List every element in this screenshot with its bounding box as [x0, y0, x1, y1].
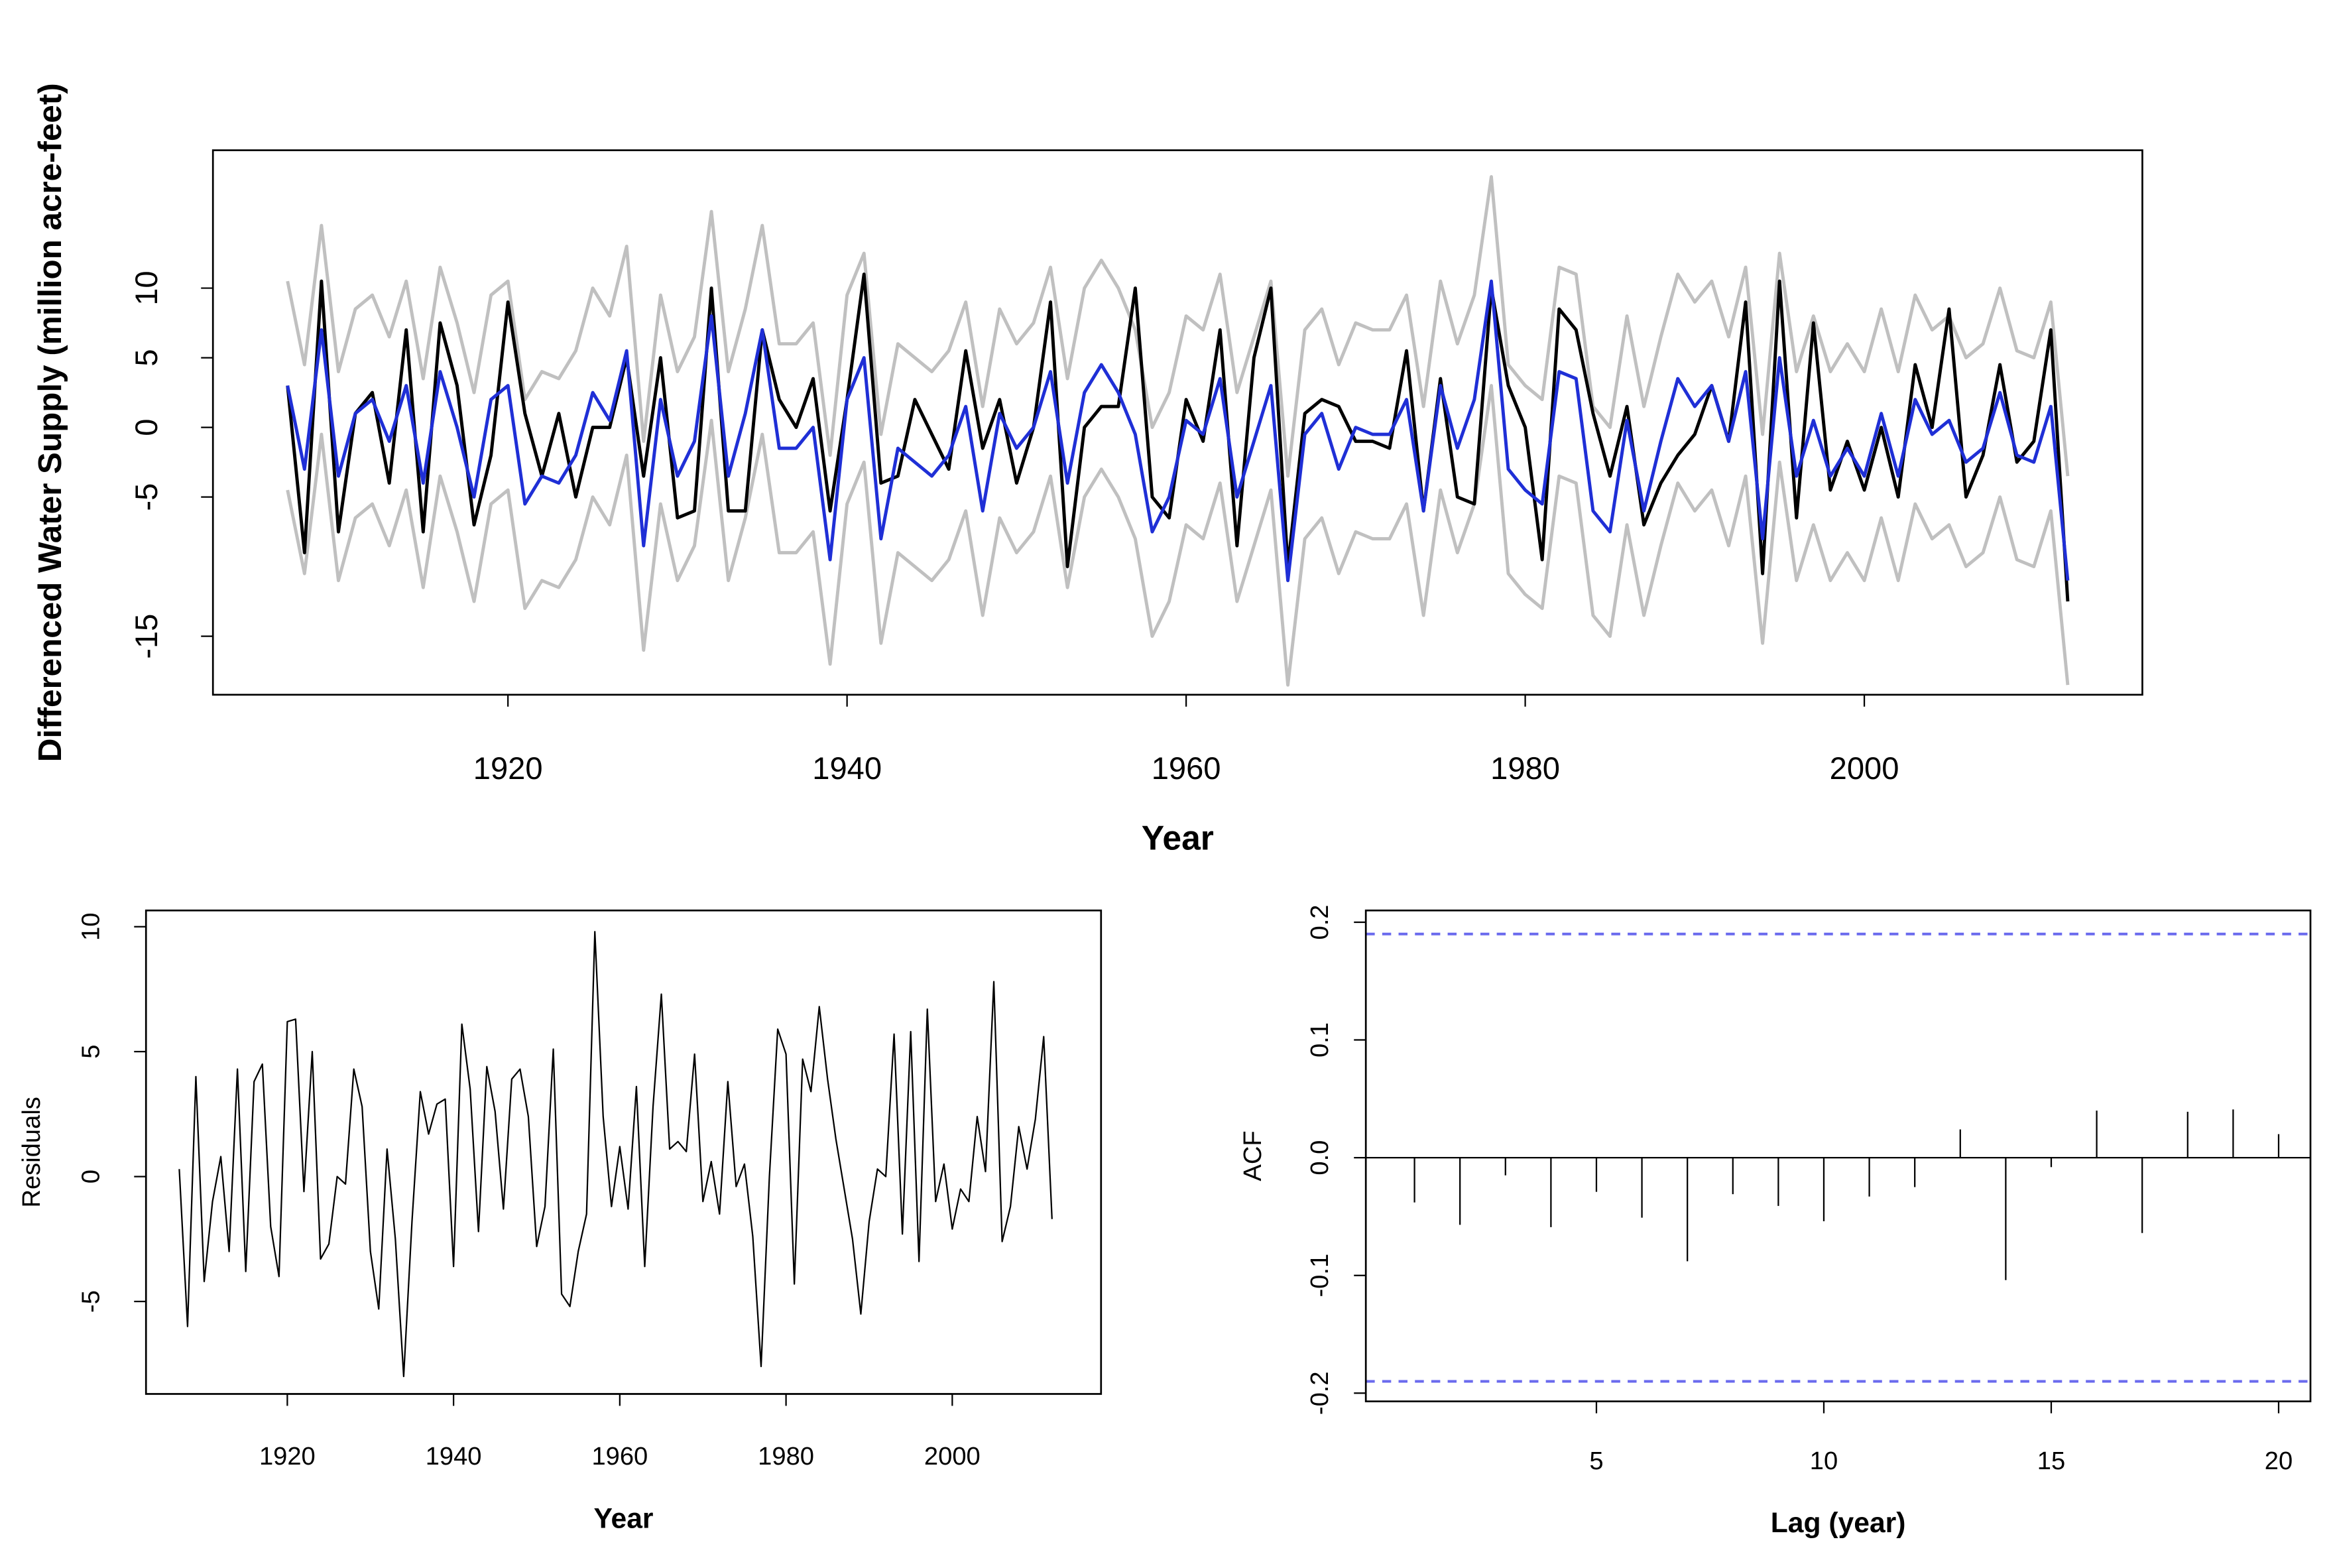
x-axis-title: Year [593, 1502, 653, 1534]
x-tick-label: 10 [1810, 1447, 1838, 1475]
series-line [286, 175, 2070, 478]
series-line [286, 279, 2070, 583]
x-tick-label: 1980 [1490, 751, 1560, 786]
y-axis-title: Residuals [17, 1097, 46, 1207]
y-axis-title: ACF [1238, 1130, 1267, 1181]
y-tick-label: -5 [77, 1290, 105, 1313]
series-line [286, 272, 2070, 602]
x-tick-label: 2000 [924, 1442, 981, 1471]
plot-frame [1364, 909, 2312, 1403]
plot-frame [145, 909, 1103, 1395]
y-tick-label: 5 [129, 349, 164, 366]
x-tick-label: 2000 [1830, 751, 1899, 786]
y-tick-label: -0.1 [1305, 1254, 1334, 1297]
y-tick-label: 0 [77, 1170, 105, 1183]
y-tick-label: 0.1 [1305, 1022, 1334, 1057]
x-axis-title: Year [1142, 818, 1214, 857]
x-tick-label: 15 [2037, 1447, 2065, 1475]
y-tick-label: 10 [77, 913, 105, 941]
x-tick-label: 1920 [259, 1442, 316, 1471]
y-tick-label: 5 [77, 1045, 105, 1059]
series-line [286, 384, 2070, 687]
y-tick-label: 0 [129, 418, 164, 436]
x-tick-label: 20 [2265, 1447, 2293, 1475]
x-tick-label: 1940 [426, 1442, 482, 1471]
plot-frame [211, 149, 2143, 696]
y-tick-label: -0.2 [1305, 1371, 1334, 1415]
y-tick-label: -15 [129, 614, 164, 659]
x-tick-label: 1960 [1152, 751, 1221, 786]
y-tick-label: 0.0 [1305, 1140, 1334, 1176]
x-tick-label: 1980 [758, 1442, 814, 1471]
y-tick-label: 10 [129, 271, 164, 305]
x-axis-title: Lag (year) [1771, 1507, 1906, 1539]
y-axis-title: Differenced Water Supply (million acre-f… [32, 83, 68, 762]
x-tick-label: 1940 [812, 751, 882, 786]
y-tick-label: -5 [129, 483, 164, 511]
series-line [178, 931, 1053, 1378]
x-tick-label: 5 [1589, 1447, 1603, 1475]
x-tick-label: 1960 [591, 1442, 648, 1471]
x-tick-label: 1920 [473, 751, 543, 786]
y-tick-label: 0.2 [1305, 904, 1334, 939]
